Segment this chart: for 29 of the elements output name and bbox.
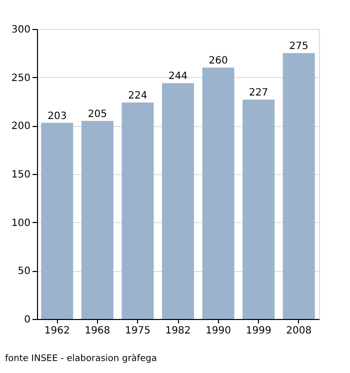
y-tick-label: 150 [11,170,30,180]
x-tick-label: 1968 [84,326,110,336]
data-label: 205 [88,108,107,120]
x-tick-label: 2008 [286,326,312,336]
x-tick-label: 1982 [165,326,191,336]
data-label: 260 [208,56,228,67]
x-tick-label: 1975 [124,326,150,336]
bar [122,102,154,319]
data-label: 244 [168,71,188,82]
bar [41,122,74,319]
source-note: fonte INSEE - elaborasion gràfega [5,353,157,364]
bar [81,120,114,319]
x-tick-label: 1990 [206,326,232,336]
data-label: 224 [128,90,148,102]
y-tick-label: 250 [11,72,30,84]
y-tick-label: 300 [11,24,30,36]
bar [282,53,315,319]
data-label: 275 [289,41,308,52]
y-tick-label: 200 [11,121,30,132]
y-tick-label: 50 [18,266,30,278]
bar [162,83,194,319]
x-tick-label: 1962 [44,326,70,336]
y-tick-label: 0 [24,314,30,326]
data-label: 203 [48,110,67,122]
bar [202,68,234,319]
bar [242,100,275,319]
x-tick-label: 1999 [246,326,272,336]
y-tick-label: 100 [11,218,30,229]
data-label: 227 [249,88,268,99]
